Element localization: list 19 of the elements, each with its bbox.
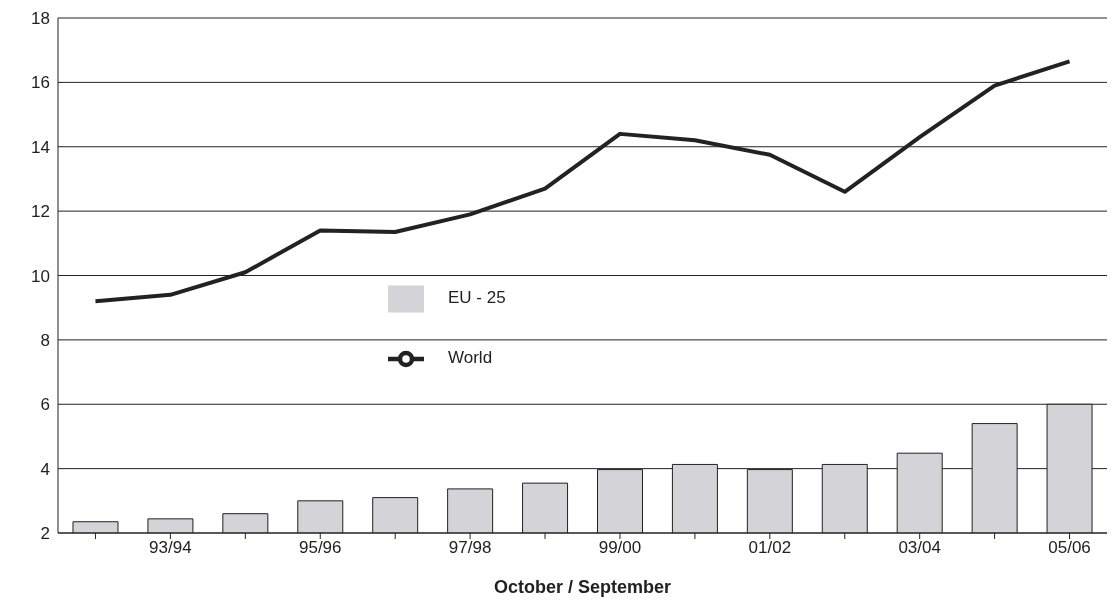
x-tick-label: 05/06 bbox=[1048, 538, 1091, 558]
y-tick-label: 6 bbox=[40, 395, 50, 415]
y-tick-label: 12 bbox=[31, 202, 50, 222]
x-tick-label: 01/02 bbox=[748, 538, 792, 558]
x-tick-label: 93/94 bbox=[149, 538, 192, 558]
legend-label: EU - 25 bbox=[448, 288, 506, 307]
y-tick-label: 16 bbox=[31, 73, 50, 93]
x-axis-title: October / September bbox=[493, 577, 672, 597]
y-tick-label: 10 bbox=[31, 266, 50, 286]
x-tick-label: 97/98 bbox=[448, 538, 492, 558]
x-tick-label: 03/04 bbox=[898, 538, 941, 558]
y-tick-label: 4 bbox=[40, 459, 50, 479]
y-tick-label: 18 bbox=[31, 9, 50, 29]
y-tick-label: 14 bbox=[31, 137, 50, 157]
legend-label: World bbox=[448, 348, 493, 367]
y-tick-label: 2 bbox=[40, 524, 50, 544]
x-tick-label: 99/00 bbox=[598, 538, 642, 558]
x-tick-label: 95/96 bbox=[298, 538, 342, 558]
y-tick-label: 8 bbox=[40, 330, 50, 350]
